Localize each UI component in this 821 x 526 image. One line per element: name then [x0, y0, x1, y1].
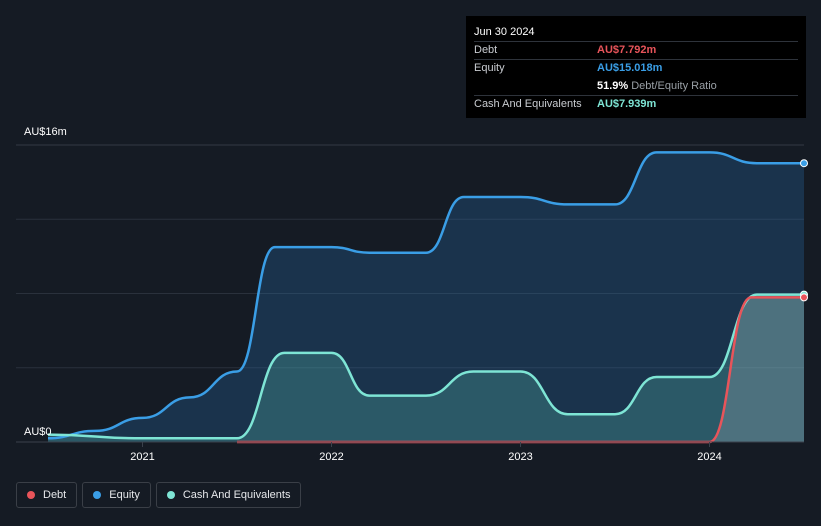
legend-dot-equity: [93, 491, 102, 499]
endpoint-equity: [800, 159, 808, 168]
y-axis-top-label: AU$16m: [24, 126, 67, 138]
line-cash-and-equivalents: [47, 293, 804, 440]
legend-item-debt[interactable]: Debt: [16, 482, 78, 508]
axes: 2021 2022 2023 2024: [16, 441, 804, 463]
area-debt: [237, 297, 804, 442]
tooltip-panel: Jun 30 2024 Debt AU$7.792m Equity AU$15.…: [466, 16, 806, 118]
x-tick-label: 2021: [130, 451, 154, 463]
legend-label-cash: Cash And Equivalents: [182, 489, 291, 501]
tooltip-value-debt: AU$7.792m: [597, 44, 657, 56]
tooltip-date: Jun 30 2024: [474, 26, 535, 38]
tooltip-row-equity: Equity AU$15.018m: [474, 59, 798, 77]
area-equity: [48, 152, 804, 442]
grid-lines: [16, 144, 804, 369]
tooltip-value-cash: AU$7.939m: [597, 98, 657, 110]
y-axis-bottom-label: AU$0: [24, 426, 52, 438]
series-areas: [48, 152, 804, 442]
endpoint-debt: [800, 293, 808, 302]
tooltip-label-cash: Cash And Equivalents: [474, 98, 582, 110]
area-cash-and-equivalents: [48, 294, 804, 442]
legend-dot-cash: [166, 491, 175, 499]
legend-item-equity[interactable]: Equity: [82, 482, 151, 508]
chart-legend: Debt Equity Cash And Equivalents: [16, 482, 302, 508]
tooltip-ratio-caption: Debt/Equity Ratio: [631, 80, 717, 92]
line-equity: [47, 151, 804, 440]
tooltip-label-equity: Equity: [474, 62, 505, 74]
tooltip-label-debt: Debt: [474, 44, 498, 56]
tooltip-value-equity: AU$15.018m: [597, 62, 663, 74]
tooltip-row-cash: Cash And Equivalents AU$7.939m: [474, 95, 798, 113]
tooltip-row-debt: Debt AU$7.792m: [474, 41, 798, 59]
legend-label-debt: Debt: [43, 489, 67, 501]
legend-item-cash[interactable]: Cash And Equivalents: [155, 482, 302, 508]
x-tick-label: 2022: [319, 451, 343, 463]
tooltip-value-ratio: 51.9%: [597, 80, 629, 92]
legend-label-equity: Equity: [109, 489, 140, 501]
x-tick-label: 2024: [697, 451, 721, 463]
x-tick-label: 2023: [508, 451, 532, 463]
legend-dot-debt: [27, 491, 35, 499]
tooltip-label-ratio: [474, 78, 597, 95]
tooltip-row-ratio: 51.9% Debt/Equity Ratio: [474, 77, 798, 95]
